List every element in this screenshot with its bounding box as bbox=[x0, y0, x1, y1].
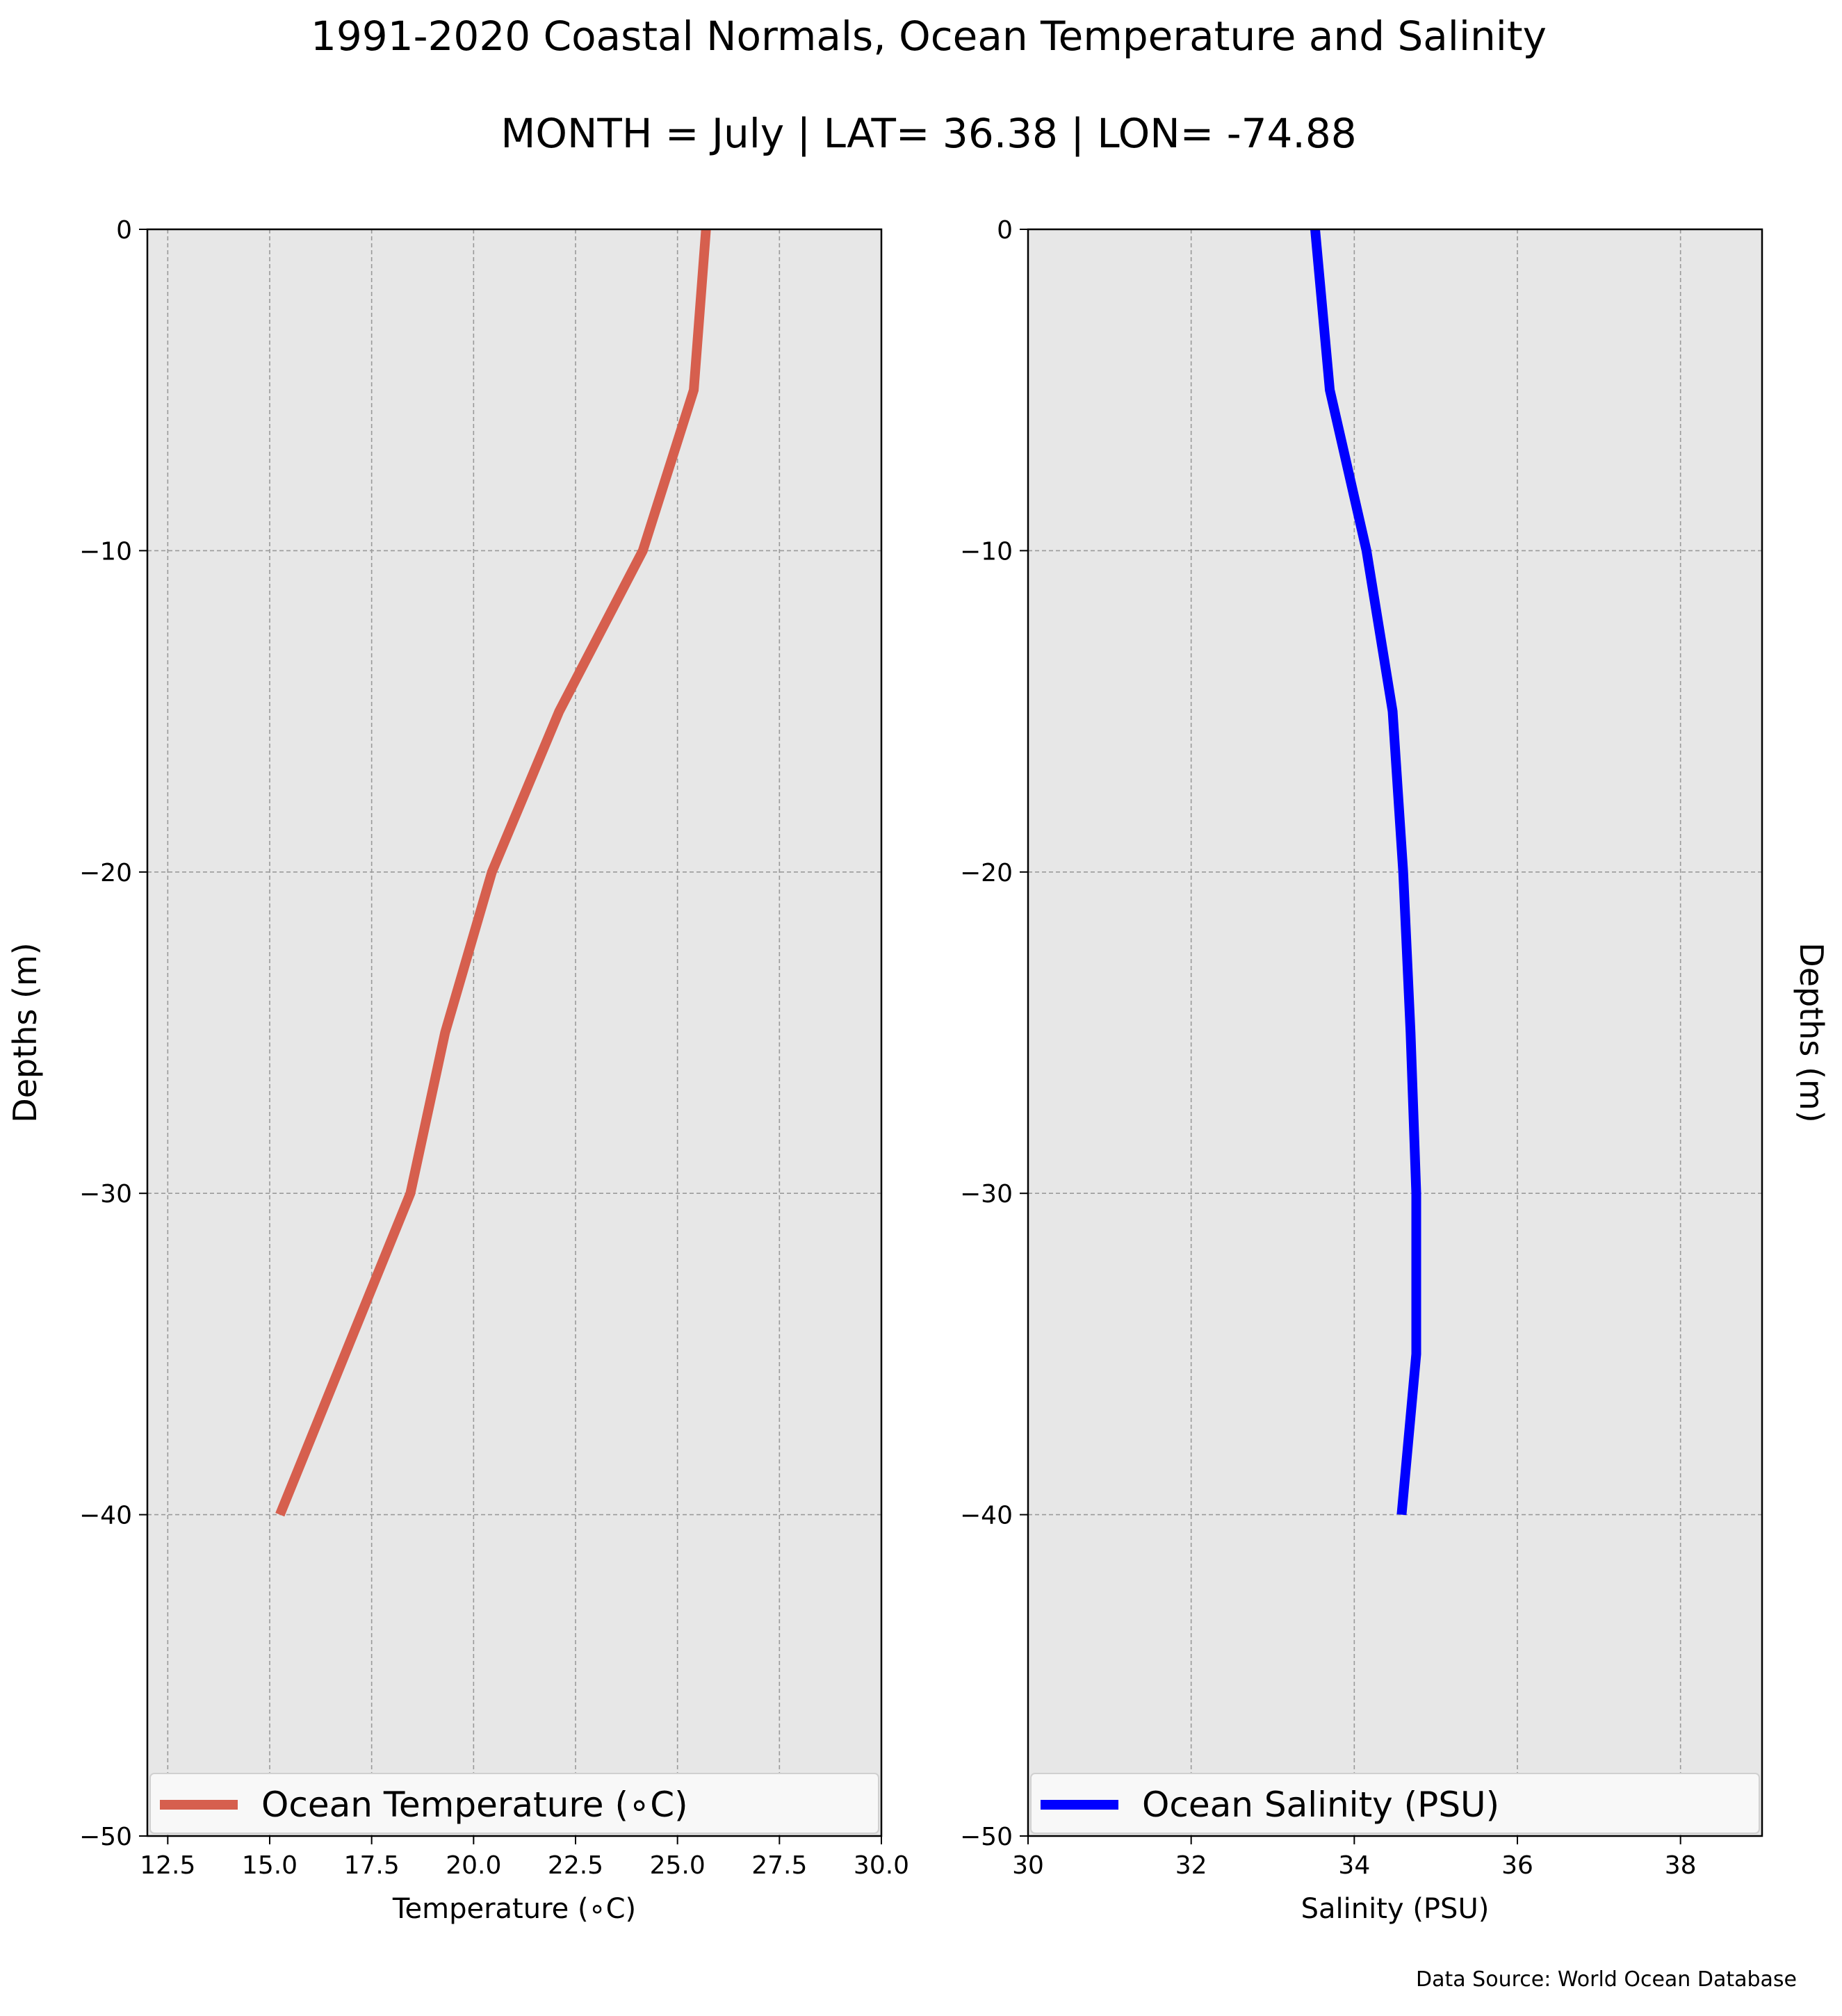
legend-box bbox=[1030, 1773, 1760, 1834]
axes-frame-temperature bbox=[146, 228, 883, 1837]
gridlines-temperature bbox=[147, 229, 881, 1836]
salinity-panel: Ocean Salinity (PSU) 30 32 34 36 38 0 −10 −20 −3… bbox=[960, 216, 1830, 1925]
x-tick-label: 17.5 bbox=[344, 1851, 400, 1880]
plot-area-temperature bbox=[147, 229, 881, 1836]
x-axis-label-temperature: Temperature (∘C) bbox=[392, 1893, 636, 1925]
y-tick-label: −40 bbox=[79, 1502, 132, 1530]
y-tick-label: 0 bbox=[997, 216, 1013, 245]
y-tick-label: −50 bbox=[79, 1823, 132, 1851]
x-tick-label: 25.0 bbox=[650, 1851, 706, 1880]
x-axis-label-salinity: Salinity (PSU) bbox=[1301, 1893, 1490, 1925]
x-tick-label: 22.5 bbox=[548, 1851, 603, 1880]
ticks-temperature: 12.5 15.0 17.5 20.0 22.5 25.0 27.5 30.0 0 −10 −20 −… bbox=[79, 216, 909, 1880]
legend-box bbox=[149, 1773, 879, 1834]
y-tick-label: −10 bbox=[960, 537, 1013, 566]
y-tick-label: −30 bbox=[79, 1180, 132, 1208]
y-tick-label: −20 bbox=[960, 859, 1013, 887]
x-tick-label: 20.0 bbox=[446, 1851, 501, 1880]
y-axis-label-left: Depths (m) bbox=[6, 942, 44, 1122]
x-tick-label: 12.5 bbox=[140, 1851, 195, 1880]
y-tick-label: −30 bbox=[960, 1180, 1013, 1208]
legend-temperature: Ocean Temperature (∘C) bbox=[149, 1773, 879, 1834]
data-source-note: Data Source: World Ocean Database bbox=[1416, 1967, 1797, 1992]
axes-frame-salinity bbox=[1027, 228, 1763, 1837]
x-tick-label: 15.0 bbox=[242, 1851, 298, 1880]
x-tick-label: 34 bbox=[1338, 1851, 1370, 1880]
chart-title: 1991-2020 Coastal Normals, Ocean Tempera… bbox=[311, 13, 1547, 60]
x-tick-label: 36 bbox=[1501, 1851, 1533, 1880]
y-tick-label: −20 bbox=[79, 859, 132, 887]
legend-label: Ocean Temperature (∘C) bbox=[261, 1785, 688, 1825]
legend-salinity: Ocean Salinity (PSU) bbox=[1030, 1773, 1760, 1834]
plot-area-salinity bbox=[1028, 229, 1762, 1836]
series-layer-salinity bbox=[1310, 229, 1421, 1516]
chart-subtitle: MONTH = July | LAT= 36.38 | LON= -74.88 bbox=[500, 110, 1356, 157]
y-tick-label: 0 bbox=[116, 216, 132, 245]
y-tick-label: −50 bbox=[960, 1823, 1013, 1851]
x-tick-label: 30 bbox=[1012, 1851, 1044, 1880]
temperature-panel: Ocean Temperature (∘C) 12.5 15.0 17.5 20.0 2… bbox=[6, 216, 909, 1925]
x-tick-label: 38 bbox=[1665, 1851, 1697, 1880]
x-tick-label: 27.5 bbox=[751, 1851, 807, 1880]
x-tick-label: 32 bbox=[1175, 1851, 1207, 1880]
y-tick-label: −40 bbox=[960, 1502, 1013, 1530]
series-layer-temperature bbox=[275, 229, 711, 1517]
ticks-salinity: 30 32 34 36 38 0 −10 −20 −30 −40 −50 bbox=[960, 216, 1697, 1880]
legend-label: Ocean Salinity (PSU) bbox=[1142, 1785, 1499, 1825]
y-tick-label: −10 bbox=[79, 537, 132, 566]
x-tick-label: 30.0 bbox=[854, 1851, 909, 1880]
y-axis-label-right: Depths (m) bbox=[1793, 942, 1830, 1122]
